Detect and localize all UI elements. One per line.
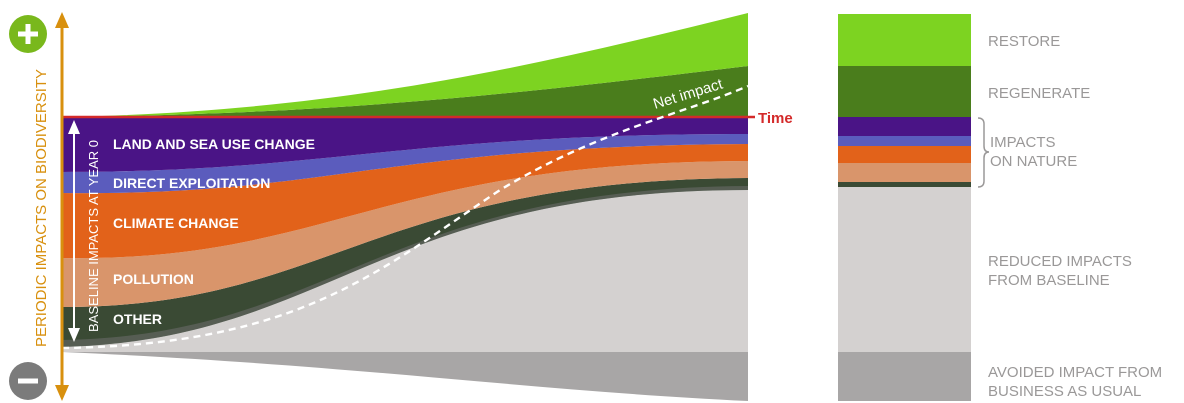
net-impact-curve [61,84,749,350]
legend-swatch-land-sea [838,117,971,136]
legend-swatch-avoided [838,352,971,401]
driver-label-pollution: POLLUTION [113,271,194,287]
vertical-axis [55,12,69,401]
y-axis-label: PERIODIC IMPACTS ON BIODIVERSITY [33,69,50,347]
driver-label-direct-exploitation: DIRECT EXPLOITATION [113,175,270,191]
band-climate-change [62,144,748,259]
reduced-impacts-area [62,190,748,352]
legend-label-restore: RESTORE [988,33,1060,50]
legend-label-reduced-line2: FROM BASELINE [988,272,1110,289]
plus-icon [9,15,47,53]
band-land-sea-use [62,117,748,172]
avoided-impact-area [62,352,748,401]
driver-label-climate-change: CLIMATE CHANGE [113,215,239,231]
band-pollution [62,161,748,307]
legend-bar [838,14,971,401]
legend-swatch-reduced [838,187,971,352]
legend-swatch-climate-change [838,146,971,163]
legend-label-regenerate: REGENERATE [988,85,1090,102]
driver-label-other: OTHER [113,311,162,327]
legend-swatch-other [838,182,971,187]
baseline-label: BASELINE IMPACTS AT YEAR 0 [86,140,101,332]
impacts-bracket [977,117,990,188]
legend-swatch-direct-exploitation [838,136,971,146]
legend-swatch-regenerate [838,66,971,117]
legend-label-impacts-line1: IMPACTS [990,134,1056,151]
minus-icon [9,362,47,400]
legend-swatch-restore [838,14,971,66]
restore-area [62,13,748,117]
time-label: Time [758,110,793,127]
band-other [62,178,748,347]
legend-swatch-pollution [838,163,971,182]
legend-label-impacts-line2: ON NATURE [990,153,1077,170]
driver-label-land-sea: LAND AND SEA USE CHANGE [113,136,315,152]
baseline-arrow [68,120,80,342]
band-direct-exploitation [62,134,748,194]
legend-label-reduced-line1: REDUCED IMPACTS [988,253,1132,270]
regenerate-area [62,66,748,117]
legend-label-avoided-line2: BUSINESS AS USUAL [988,383,1141,400]
legend-label-avoided-line1: AVOIDED IMPACT FROM [988,364,1162,381]
